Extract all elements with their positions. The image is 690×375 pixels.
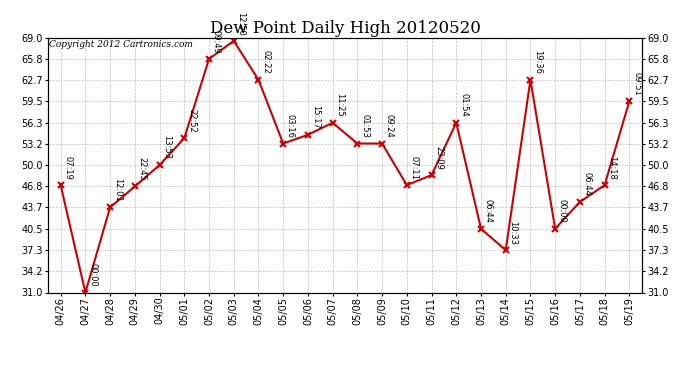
- Text: 09:49: 09:49: [212, 30, 221, 53]
- Text: 14:18: 14:18: [607, 156, 616, 180]
- Text: 22:45: 22:45: [137, 157, 146, 181]
- Text: 07:11: 07:11: [410, 156, 419, 180]
- Text: 02:22: 02:22: [262, 51, 270, 74]
- Title: Dew Point Daily High 20120520: Dew Point Daily High 20120520: [210, 20, 480, 38]
- Text: 11:25: 11:25: [335, 93, 344, 117]
- Text: 12:50: 12:50: [237, 12, 246, 35]
- Text: 00:00: 00:00: [88, 263, 97, 287]
- Text: 06:44: 06:44: [484, 200, 493, 223]
- Text: 07:19: 07:19: [63, 156, 72, 180]
- Text: 01:53: 01:53: [360, 114, 369, 138]
- Text: 01:54: 01:54: [459, 93, 468, 117]
- Text: 13:53: 13:53: [162, 135, 171, 159]
- Text: 22:52: 22:52: [187, 109, 196, 133]
- Text: 23:09: 23:09: [434, 146, 443, 170]
- Text: 10:33: 10:33: [509, 220, 518, 245]
- Text: 00:00: 00:00: [558, 200, 567, 223]
- Text: Copyright 2012 Cartronics.com: Copyright 2012 Cartronics.com: [50, 40, 193, 49]
- Text: 09:24: 09:24: [385, 114, 394, 138]
- Text: 19:36: 19:36: [533, 50, 542, 74]
- Text: 15:17: 15:17: [310, 105, 319, 129]
- Text: 12:01: 12:01: [113, 178, 122, 202]
- Text: 09:51: 09:51: [632, 72, 641, 96]
- Text: 03:16: 03:16: [286, 114, 295, 138]
- Text: 06:44: 06:44: [582, 172, 591, 196]
